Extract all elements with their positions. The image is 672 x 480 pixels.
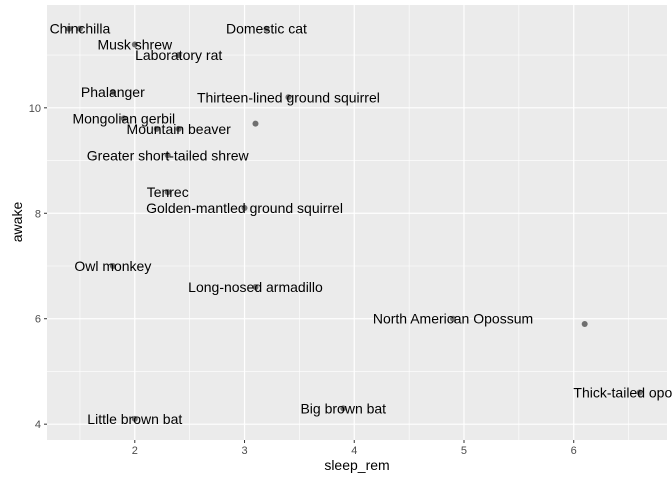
data-point [109,89,116,95]
data-point [175,125,182,132]
data-point [65,25,72,32]
point-label: Musk shrew [97,37,173,53]
data-point [76,25,83,32]
data-points [65,25,643,422]
data-point [131,41,138,48]
point-label: Big brown bat [300,400,386,416]
point-label: Thick-tailed opossum [573,385,672,401]
data-point [164,152,171,159]
data-point [120,115,127,122]
x-tick-label: 3 [241,445,247,457]
point-label: North American Opossum [373,311,533,327]
point-label: Greater short-tailed shrew [87,147,250,163]
point-label: Phalanger [81,84,145,100]
y-tick-label: 10 [29,103,41,115]
point-label: Tenrec [147,184,189,200]
data-point [636,389,643,396]
x-axis-ticks: 2 3 4 5 6 [132,440,577,457]
data-point [340,405,347,412]
point-labels: Chinchilla Domestic cat Musk shrewLaborato… [50,21,672,427]
data-point [153,125,160,132]
plot-panel [47,5,667,440]
y-axis-ticks: 4 6 8 10 [29,103,47,431]
y-tick-label: 6 [35,314,41,326]
point-label: Laboratory rat [135,47,222,63]
data-point [252,120,259,127]
data-point [450,315,457,322]
data-point [131,415,138,422]
data-point [263,25,270,32]
y-tick-label: 8 [35,208,41,220]
data-point [581,321,588,327]
point-label: Mountain beaver [127,121,232,137]
point-label: Thirteen-lined ground squirrel [197,89,380,105]
point-label: Golden-mantled ground squirrel [146,200,343,216]
data-point [164,189,171,196]
x-tick-label: 2 [132,445,138,457]
minor-gridlines [47,5,667,440]
major-gridlines [47,5,667,440]
data-point [241,205,248,211]
point-label: Long-nosed armadillo [188,279,323,295]
point-label: Domestic cat [226,21,307,37]
x-tick-label: 4 [351,445,357,457]
data-point [175,52,182,59]
point-label: Mongolian gerbil [72,110,175,126]
data-point [252,284,259,291]
x-tick-label: 6 [571,445,577,457]
point-label: Little brown bat [87,411,182,427]
y-tick-label: 4 [35,419,41,431]
y-axis-title: awake [9,202,25,243]
x-tick-label: 5 [461,445,467,457]
data-point [285,94,292,101]
data-point [109,263,116,269]
point-label: Chinchilla [50,21,111,37]
point-label: Owl monkey [74,258,151,274]
x-axis-title: sleep_rem [324,457,389,473]
